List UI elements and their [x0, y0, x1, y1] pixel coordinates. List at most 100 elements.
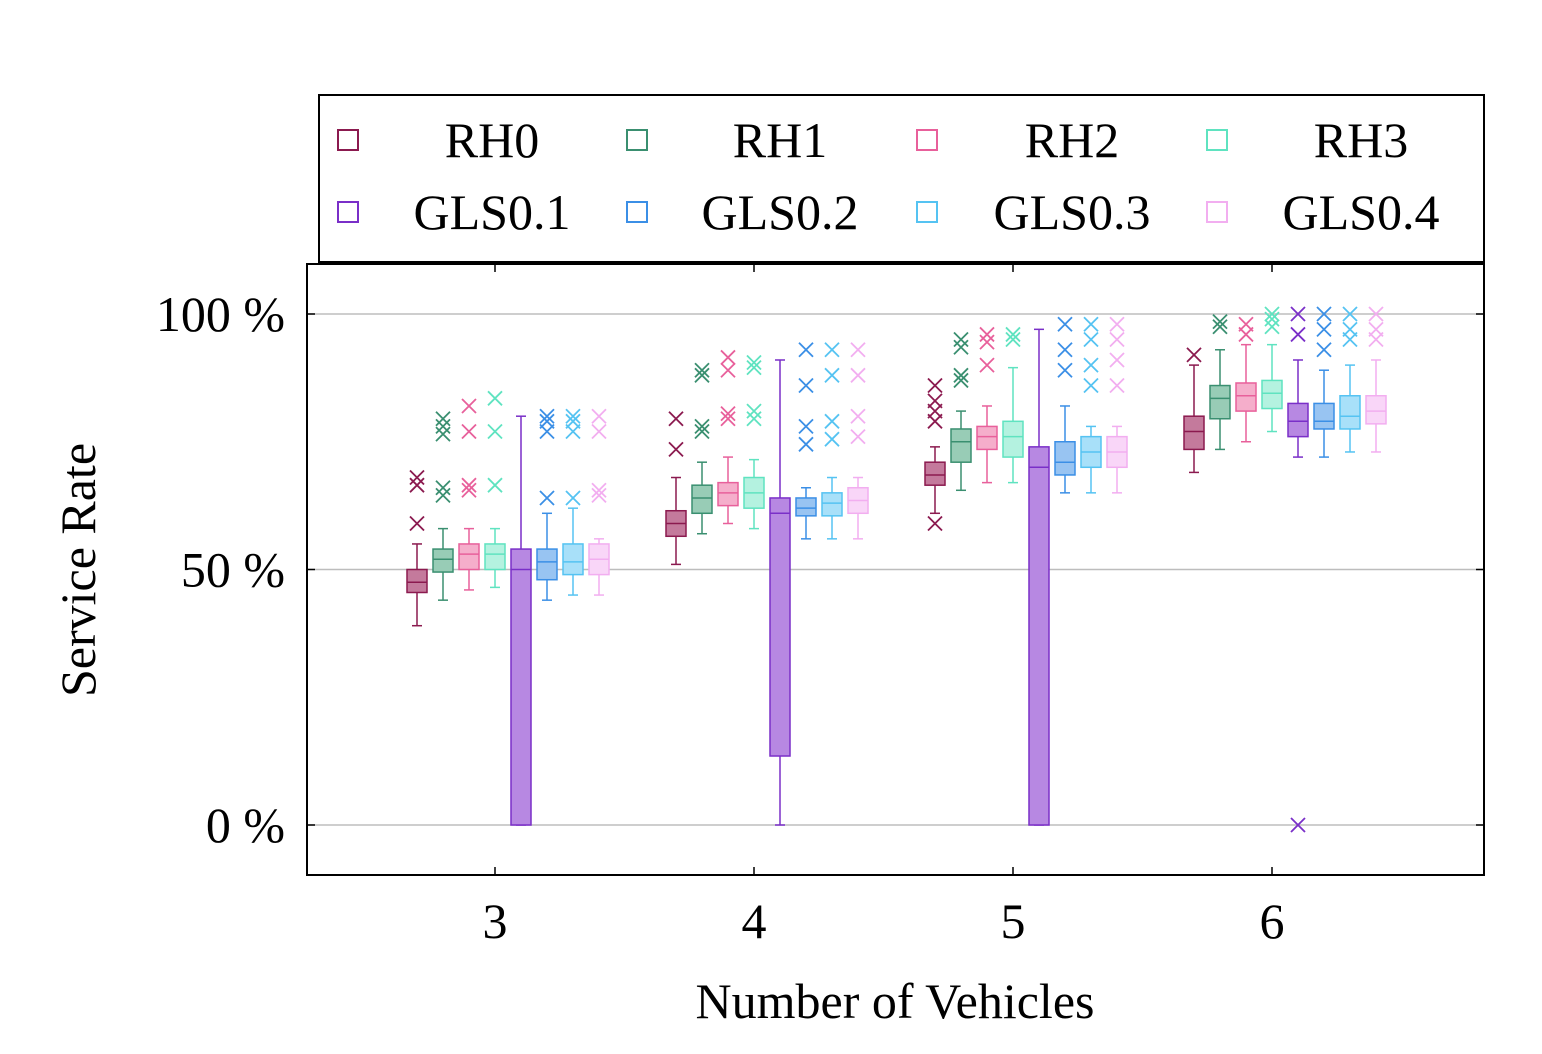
box-body [406, 568, 428, 594]
outlier-mark [591, 423, 607, 440]
outlier-mark [1342, 306, 1358, 322]
legend-label: RH3 [1314, 112, 1408, 168]
box-body [1287, 402, 1309, 438]
outlier-mark [1316, 342, 1332, 358]
outlier-mark [668, 441, 684, 458]
box [795, 342, 817, 540]
outlier-mark [798, 377, 814, 394]
box [717, 349, 739, 525]
box-body [1339, 395, 1361, 430]
outlier-mark [927, 515, 943, 532]
outlier-mark [435, 426, 451, 442]
outlier-mark [1290, 817, 1306, 833]
box-body [924, 461, 946, 486]
box [924, 377, 946, 532]
box-body [795, 497, 817, 517]
outlier-mark [746, 354, 762, 371]
box [536, 408, 558, 601]
outlier-mark [461, 423, 477, 440]
outlier-mark [539, 413, 555, 429]
box [1235, 316, 1257, 443]
outlier-mark [824, 367, 840, 383]
outlier-mark [1264, 319, 1280, 335]
x-tick-marks [494, 264, 1273, 875]
box [562, 408, 584, 596]
box-body [536, 548, 558, 581]
legend-item: GLS0.2 [626, 184, 859, 240]
box [1002, 326, 1024, 484]
outlier-mark [487, 423, 503, 440]
outlier-mark [746, 360, 762, 376]
box [847, 342, 869, 540]
x-tick-label: 5 [1001, 893, 1026, 949]
box [950, 331, 972, 492]
outlier-mark [746, 403, 762, 419]
box [665, 411, 687, 566]
x-tick-labels: 3 4 5 6 [483, 893, 1285, 949]
outlier-mark [435, 418, 451, 435]
series-gls0-1 [510, 306, 1309, 833]
series-rh3 [484, 306, 1283, 589]
outlier-mark [694, 418, 710, 435]
legend-swatch [916, 129, 938, 151]
outlier-mark [591, 408, 607, 424]
box-body [1365, 395, 1387, 425]
x-axis-label: Number of Vehicles [696, 973, 1095, 1029]
legend-label: RH1 [733, 112, 827, 168]
outlier-mark [435, 411, 451, 427]
box [406, 469, 428, 627]
outlier-mark [435, 487, 451, 504]
outlier-mark [1368, 306, 1384, 322]
y-tick-label: 0 % [206, 797, 285, 853]
box [1183, 347, 1205, 474]
outlier-mark [591, 487, 607, 504]
box-body [1209, 384, 1231, 420]
box-body [691, 484, 713, 515]
outlier-mark [798, 418, 814, 435]
plot-frame [306, 263, 1485, 876]
legend-item: RH2 [916, 112, 1119, 168]
series-rh2 [458, 316, 1257, 591]
legend-swatch [916, 201, 938, 223]
outlier-mark [694, 423, 710, 440]
outlier-mark [850, 367, 866, 383]
outlier-mark [1212, 319, 1228, 335]
outlier-mark [979, 357, 995, 373]
outlier-mark [1057, 362, 1073, 378]
box-body [484, 543, 506, 571]
y-axis-label: Service Rate [50, 443, 106, 697]
outlier-mark [694, 362, 710, 378]
legend-frame [318, 94, 1485, 263]
box [1209, 314, 1231, 451]
series-gls0-2 [536, 306, 1335, 601]
outlier-mark [409, 469, 425, 486]
box [1080, 316, 1102, 494]
legend-swatch [626, 201, 648, 223]
outlier-mark [591, 482, 607, 498]
outlier-mark [927, 393, 943, 409]
box [1339, 306, 1361, 453]
outlier-mark [1290, 306, 1306, 322]
outlier-mark [409, 515, 425, 532]
outlier-mark [953, 372, 969, 389]
outlier-mark [850, 408, 866, 424]
outlier-mark [539, 408, 555, 424]
box-body [950, 428, 972, 463]
legend-label: GLS0.4 [1283, 184, 1440, 240]
box-body [458, 543, 480, 571]
x-tick-label: 4 [742, 893, 767, 949]
outlier-mark [720, 349, 736, 366]
box [1261, 306, 1283, 433]
legend-label: GLS0.2 [702, 184, 859, 240]
legend: RH0 RH1 RH2 RH3 GLS0.1 GLS0.2 GLS0.3 GLS0.4 [318, 94, 1485, 263]
outlier-mark [720, 411, 736, 427]
box-body [1313, 402, 1335, 430]
outlier-mark [1238, 316, 1254, 332]
outlier-mark [694, 367, 710, 383]
outlier-mark [565, 408, 581, 424]
box-body [717, 481, 739, 507]
legend-item: GLS0.4 [1206, 184, 1440, 240]
series-gls0-3 [562, 306, 1361, 596]
box-body [1235, 382, 1257, 412]
outlier-mark [1109, 352, 1125, 368]
